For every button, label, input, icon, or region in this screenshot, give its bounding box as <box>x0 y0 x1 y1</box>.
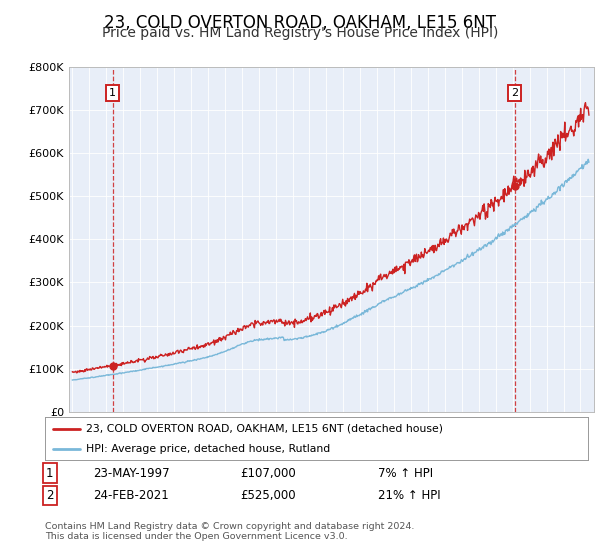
Text: 23-MAY-1997: 23-MAY-1997 <box>93 466 170 480</box>
Text: £525,000: £525,000 <box>240 489 296 502</box>
Text: HPI: Average price, detached house, Rutland: HPI: Average price, detached house, Rutl… <box>86 445 330 454</box>
Text: 24-FEB-2021: 24-FEB-2021 <box>93 489 169 502</box>
Text: 7% ↑ HPI: 7% ↑ HPI <box>378 466 433 480</box>
Text: 2: 2 <box>511 88 518 98</box>
Text: 2: 2 <box>46 489 53 502</box>
Text: Contains HM Land Registry data © Crown copyright and database right 2024.
This d: Contains HM Land Registry data © Crown c… <box>45 522 415 542</box>
Text: 1: 1 <box>46 466 53 480</box>
Text: Price paid vs. HM Land Registry's House Price Index (HPI): Price paid vs. HM Land Registry's House … <box>102 26 498 40</box>
Text: 23, COLD OVERTON ROAD, OAKHAM, LE15 6NT: 23, COLD OVERTON ROAD, OAKHAM, LE15 6NT <box>104 14 496 32</box>
Text: 1: 1 <box>109 88 116 98</box>
Text: 23, COLD OVERTON ROAD, OAKHAM, LE15 6NT (detached house): 23, COLD OVERTON ROAD, OAKHAM, LE15 6NT … <box>86 424 443 434</box>
Text: 21% ↑ HPI: 21% ↑ HPI <box>378 489 440 502</box>
Text: £107,000: £107,000 <box>240 466 296 480</box>
